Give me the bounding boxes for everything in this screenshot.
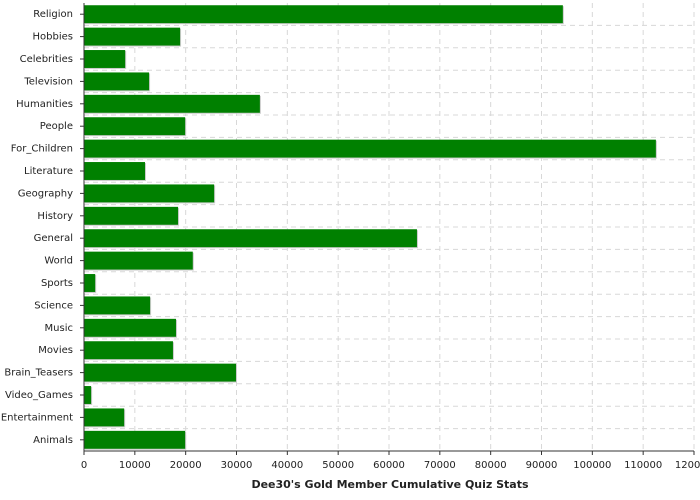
y-tick-label: Entertainment (1, 412, 73, 423)
x-tick-label: 120000 (675, 460, 700, 471)
bar (84, 296, 151, 315)
bar (84, 386, 92, 404)
bar (84, 184, 215, 203)
y-tick-label: Brain_Teasers (4, 368, 73, 379)
bar (84, 139, 656, 158)
y-tick-label: Sports (41, 278, 73, 289)
x-tick-label: 100000 (573, 460, 611, 471)
y-tick-label: Celebrities (20, 54, 73, 65)
bar (84, 274, 96, 292)
bar (84, 318, 177, 337)
x-tick-label: 60000 (373, 460, 405, 471)
y-tick-label: Religion (33, 9, 73, 20)
bar (84, 117, 186, 136)
bar (84, 94, 260, 113)
x-tick-label: 0 (81, 460, 87, 471)
bar (84, 229, 417, 248)
y-tick-label: Humanities (16, 99, 73, 110)
bar (84, 251, 193, 270)
y-tick-label: Video_Games (5, 390, 73, 401)
bar (84, 408, 125, 427)
x-tick-label: 20000 (170, 460, 202, 471)
x-tick-label: 70000 (424, 460, 456, 471)
x-axis-label: Dee30's Gold Member Cumulative Quiz Stat… (251, 478, 529, 491)
bar (84, 363, 236, 382)
y-tick-label: History (37, 211, 73, 222)
x-tick-label: 10000 (119, 460, 151, 471)
bar (84, 206, 179, 225)
y-tick-label: Movies (38, 345, 73, 356)
y-tick-label: Animals (33, 435, 73, 446)
y-tick-label: Literature (24, 166, 73, 177)
y-tick-label: Hobbies (33, 32, 73, 43)
x-tick-label: 110000 (624, 460, 662, 471)
y-tick-label: Geography (18, 188, 73, 199)
y-tick-label: Science (34, 300, 73, 311)
y-tick-label: General (34, 233, 73, 244)
x-tick-label: 40000 (271, 460, 303, 471)
y-tick-label: People (40, 121, 73, 132)
y-tick-label: Music (45, 323, 73, 334)
bar (84, 50, 126, 68)
x-tick-label: 50000 (322, 460, 354, 471)
bar (84, 430, 186, 449)
bar (84, 27, 181, 46)
x-tick-label: 90000 (526, 460, 558, 471)
x-tick-label: 80000 (475, 460, 507, 471)
bar (84, 162, 145, 180)
bar (84, 72, 150, 91)
y-tick-label: World (44, 256, 73, 267)
y-tick-label: For_Children (11, 144, 73, 155)
bar (84, 341, 173, 360)
x-tick-label: 30000 (221, 460, 253, 471)
bar (84, 5, 563, 24)
y-tick-label: Television (23, 76, 73, 87)
